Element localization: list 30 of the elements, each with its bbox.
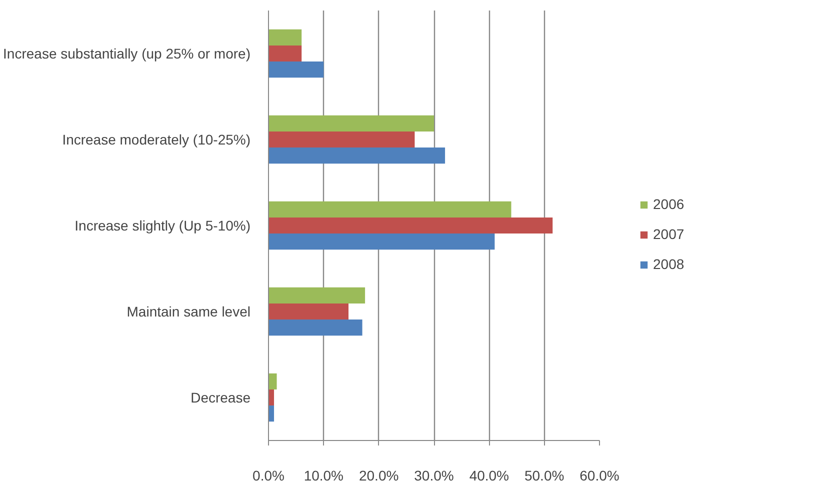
y-tick-label: Increase slightly (Up 5-10%) <box>74 218 251 234</box>
x-tick-label: 40.0% <box>469 468 510 484</box>
x-tick-label: 30.0% <box>414 468 454 484</box>
bar <box>268 148 446 164</box>
x-tick-label: 20.0% <box>358 468 399 484</box>
legend-label: 2007 <box>653 226 684 242</box>
bar <box>268 217 553 234</box>
x-tick-label: 60.0% <box>580 468 620 484</box>
x-tick-label: 10.0% <box>304 468 344 484</box>
legend-label: 2008 <box>653 256 684 272</box>
bar <box>268 62 324 78</box>
y-tick-label: Decrease <box>190 390 251 406</box>
bar <box>268 115 434 132</box>
y-tick-label: Increase substantially (up 25% or more) <box>3 46 251 62</box>
bar <box>268 131 415 148</box>
bar <box>268 45 302 62</box>
legend-label: 2006 <box>653 196 684 212</box>
bar <box>268 287 366 304</box>
bar <box>268 320 362 336</box>
bar <box>268 234 495 250</box>
bar <box>268 29 302 46</box>
bar <box>268 373 277 390</box>
y-tick-label: Maintain same level <box>126 304 251 320</box>
bar <box>268 201 512 218</box>
x-tick-label: 0.0% <box>252 468 284 484</box>
bar <box>268 303 348 320</box>
bar <box>268 406 274 422</box>
x-tick-label: 50.0% <box>524 468 564 484</box>
y-tick-label: Increase moderately (10-25%) <box>62 132 251 148</box>
bar <box>268 389 274 406</box>
